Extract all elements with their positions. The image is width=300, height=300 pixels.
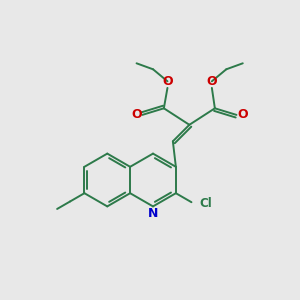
Text: O: O (207, 75, 217, 88)
Text: Cl: Cl (200, 197, 213, 210)
Text: O: O (237, 108, 248, 121)
Text: O: O (162, 75, 173, 88)
Text: O: O (132, 108, 142, 121)
Text: N: N (148, 207, 158, 220)
